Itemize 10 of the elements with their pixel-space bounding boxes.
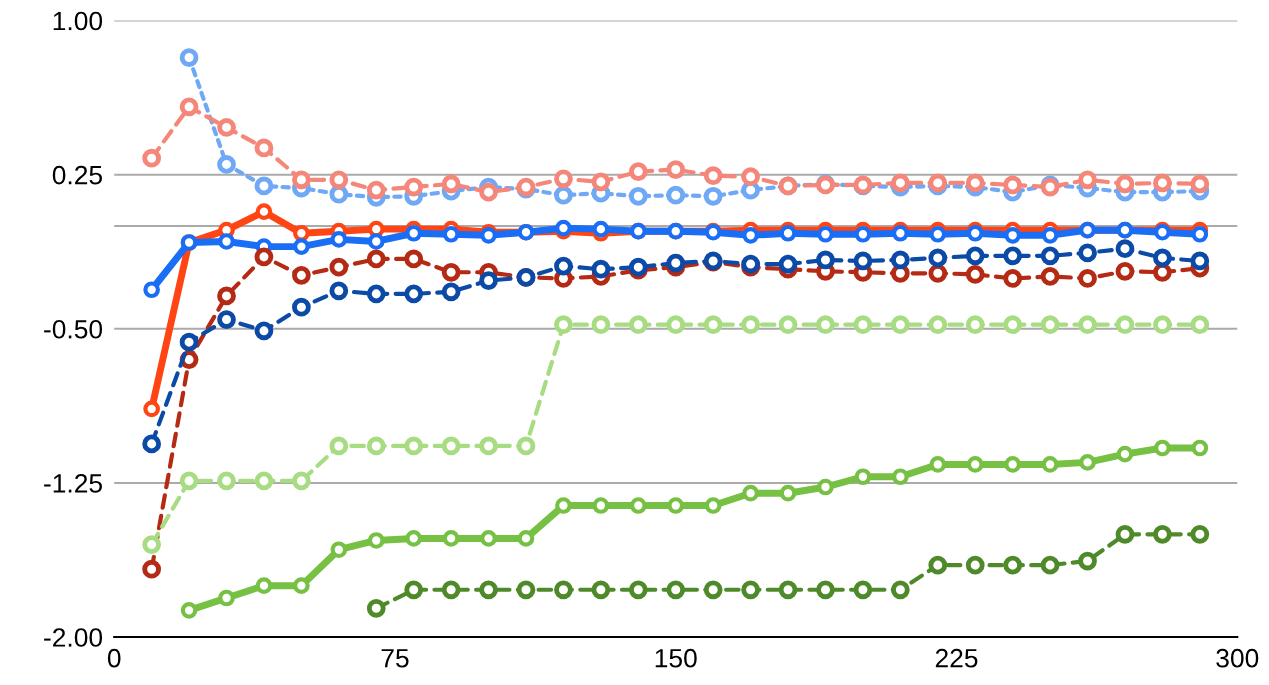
y-tick-label: -2.00 bbox=[44, 628, 103, 647]
x-tick-label: 150 bbox=[655, 648, 697, 668]
x-tick-label: 75 bbox=[381, 649, 409, 668]
y-tick-label: -1.25 bbox=[44, 474, 102, 493]
y-tick-label: 1.00 bbox=[53, 11, 103, 31]
x-tick-label: 225 bbox=[935, 648, 978, 668]
x-tick-label: 300 bbox=[1216, 648, 1259, 668]
x-tick-label: 0 bbox=[107, 648, 121, 668]
y-tick-label: 0.25 bbox=[52, 165, 102, 185]
y-tick-label: -0.50 bbox=[44, 319, 103, 339]
